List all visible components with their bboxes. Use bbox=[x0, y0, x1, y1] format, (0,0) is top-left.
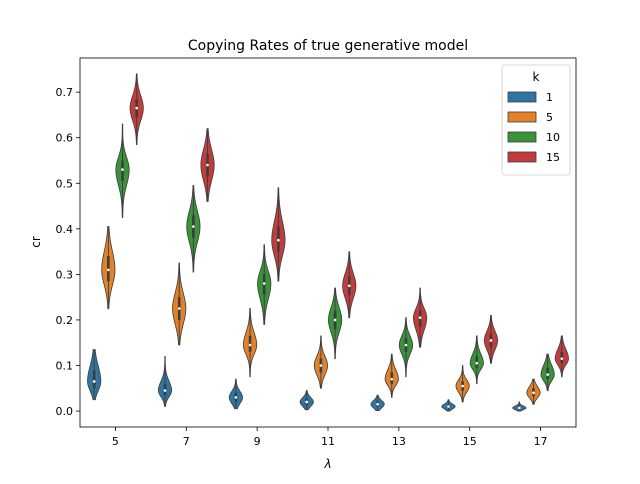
violin-median bbox=[163, 389, 167, 392]
y-axis-label: cr bbox=[29, 236, 43, 248]
violin-median bbox=[192, 225, 195, 228]
violin-median bbox=[206, 163, 209, 167]
violins bbox=[87, 73, 569, 412]
violin-median bbox=[390, 377, 394, 381]
x-tick-label: 13 bbox=[392, 435, 406, 448]
y-tick-label: 0.0 bbox=[56, 405, 74, 418]
y-tick-label: 0.5 bbox=[56, 177, 74, 190]
plot-area-frame bbox=[79, 57, 577, 428]
x-tick-label: 15 bbox=[463, 435, 477, 448]
y-tick-label: 0.2 bbox=[56, 314, 74, 327]
violin-median bbox=[135, 106, 138, 110]
violin-median bbox=[532, 391, 535, 395]
legend-swatch-k1 bbox=[507, 91, 537, 103]
legend-swatch-k15 bbox=[507, 151, 537, 163]
violin-median bbox=[262, 282, 266, 285]
legend-title: k bbox=[533, 70, 540, 84]
violin-median bbox=[333, 318, 337, 322]
violin-median bbox=[418, 316, 422, 319]
violin-median bbox=[461, 384, 464, 388]
legend-swatch-k10 bbox=[507, 131, 537, 143]
violin-median bbox=[489, 339, 493, 342]
x-tick-label: 17 bbox=[534, 435, 548, 448]
violin-median bbox=[376, 402, 379, 406]
violin-median bbox=[277, 238, 280, 242]
violin-median bbox=[546, 373, 549, 376]
legend-label-k5: 5 bbox=[546, 111, 553, 124]
legend-label-k1: 1 bbox=[546, 91, 553, 104]
legend-label-k15: 15 bbox=[546, 151, 560, 164]
violin-median bbox=[177, 307, 181, 310]
y-tick-label: 0.7 bbox=[56, 86, 74, 99]
violin-median bbox=[248, 343, 252, 347]
x-tick-label: 7 bbox=[183, 435, 190, 448]
violin-median bbox=[107, 268, 110, 272]
x-tick-label: 9 bbox=[254, 435, 261, 448]
x-axis: 5 7 9 11 13 15 17 bbox=[112, 427, 548, 448]
violin-median bbox=[234, 396, 238, 399]
x-tick-label: 5 bbox=[112, 435, 119, 448]
y-axis: 0.0 0.1 0.2 0.3 0.4 0.5 0.6 0.7 bbox=[56, 86, 80, 418]
violin-median bbox=[92, 380, 96, 383]
x-axis-label: λ bbox=[323, 457, 331, 471]
violin-median bbox=[319, 364, 323, 367]
y-tick-label: 0.6 bbox=[56, 132, 74, 145]
violin-median bbox=[404, 343, 408, 347]
violin-median bbox=[475, 361, 479, 365]
legend-swatch-k5 bbox=[507, 111, 537, 123]
violin-median bbox=[121, 168, 124, 171]
violin-median bbox=[305, 400, 309, 404]
violin-median bbox=[518, 406, 521, 410]
y-tick-label: 0.4 bbox=[56, 223, 74, 236]
x-tick-label: 11 bbox=[321, 435, 335, 448]
violin-median bbox=[447, 405, 450, 408]
violin-median bbox=[560, 357, 564, 360]
legend-label-k10: 10 bbox=[546, 131, 560, 144]
chart-title: Copying Rates of true generative model bbox=[188, 38, 468, 54]
violin-median bbox=[347, 284, 351, 288]
y-tick-label: 0.3 bbox=[56, 268, 74, 281]
y-tick-label: 0.1 bbox=[56, 360, 74, 373]
